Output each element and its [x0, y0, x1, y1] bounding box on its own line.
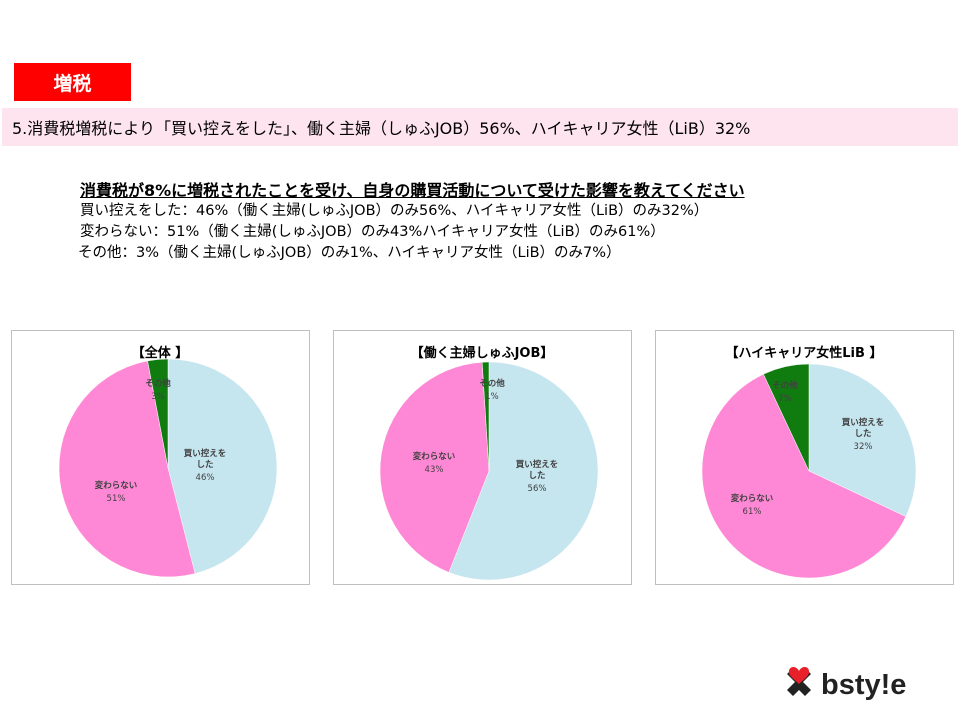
slice-label-no-change: 変わらない 43% [413, 451, 456, 475]
pie-title: 【働く主婦しゅふJOB】 [411, 345, 554, 361]
slice-no-change [701, 373, 907, 579]
slice-label-no-change: 変わらない 51% [95, 480, 138, 504]
slice-buy-less [808, 363, 917, 517]
headline-bar: 5.消費税増税により「買い控えをした」、働く主婦（しゅふJOB）56%、ハイキャ… [2, 108, 958, 146]
slice-no-change [379, 361, 490, 573]
slice-label-other: その他 7% [772, 380, 798, 404]
slice-other [481, 361, 490, 472]
slice-label-buy-less: 買い控えをした 32% [842, 417, 885, 452]
bstyle-logo: bsty!e [787, 667, 906, 701]
question-title: 消費税が8%に増税されたことを受け、自身の購買活動について受けた影響を教えてくだ… [80, 181, 745, 200]
answer-line-no-change: 変わらない：51%（働く主婦(しゅふJOB）のみ43%ハイキャリア女性（LiB）… [80, 224, 665, 240]
pie-title: 【ハイキャリア女性LiB 】 [726, 345, 883, 361]
pie-panel-lib: 【ハイキャリア女性LiB 】買い控えをした 32% 変わらない 61% その他 7% [655, 330, 954, 585]
pie-panel-overall: 【全体 】買い控えをした 46% 変わらない 51% その他 3% [11, 330, 310, 585]
slice-label-no-change: 変わらない 61% [731, 493, 774, 517]
pie-title: 【全体 】 [132, 345, 189, 361]
slice-other [763, 363, 810, 472]
answer-line-other: その他：3%（働く主婦(しゅふJOB）のみ1%、ハイキャリア女性（LiB）のみ7… [78, 245, 621, 261]
slice-buy-less [167, 358, 278, 574]
pie-chart-lib: 【ハイキャリア女性LiB 】買い控えをした 32% 変わらない 61% その他 7% [701, 345, 917, 579]
answer-line-buy-less: 買い控えをした：46%（働く主婦(しゅふJOB）のみ56%、ハイキャリア女性（L… [80, 203, 709, 219]
heart-x-icon [787, 667, 811, 696]
slice-other [147, 358, 169, 469]
question-block: 消費税が8%に増税されたことを受け、自身の購買活動について受けた影響を教えてくだ… [78, 180, 950, 264]
pie-panel-shufu-job: 【働く主婦しゅふJOB】買い控えをした 56% 変わらない 43% その他 1% [333, 330, 632, 585]
section-tag: 増税 [14, 63, 131, 101]
slice-no-change [58, 360, 196, 578]
slice-label-other: その他 1% [479, 378, 505, 402]
slice-label-buy-less: 買い控えをした 46% [184, 448, 227, 483]
headline-text: 5.消費税増税により「買い控えをした」、働く主婦（しゅふJOB）56%、ハイキャ… [12, 119, 751, 138]
pie-chart-overall: 【全体 】買い控えをした 46% 変わらない 51% その他 3% [58, 345, 278, 578]
slice-label-other: その他 3% [145, 378, 171, 402]
logo-text: bsty!e [821, 669, 906, 701]
slice-buy-less [448, 361, 599, 581]
slice-label-buy-less: 買い控えをした 56% [516, 459, 559, 494]
pie-chart-shufu-job: 【働く主婦しゅふJOB】買い控えをした 56% 変わらない 43% その他 1% [379, 345, 599, 581]
